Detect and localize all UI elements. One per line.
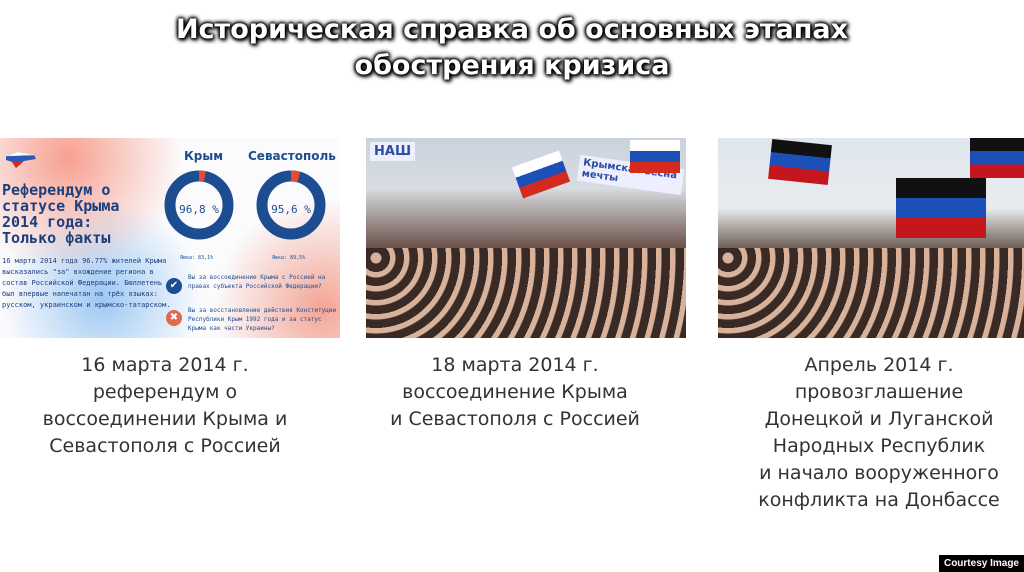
sevastopol-donut [256,170,326,240]
photo-crimea-celebration: НАШ Крымская весна мечты [366,138,686,338]
courtesy-label: Courtesy Image [938,555,1024,572]
question-yes: Вы за воссоединение Крыма с Россией на п… [188,274,326,290]
donut-remainder [164,170,234,240]
caption-donbass: Апрель 2014 г. провозглашение Донецкой и Л… [758,354,1000,511]
dpr-flag [768,138,832,186]
check-icon: ✔ [166,278,182,294]
cross-icon: ✖ [166,310,182,326]
sign-nash: НАШ [370,142,416,161]
crimea-value: 96,8 % [179,203,219,216]
slide-title: Историческая справка об основных этапах … [175,14,849,81]
crimea-label: Крым [184,149,224,163]
donut-remainder [256,170,326,240]
russian-flag [511,150,571,199]
infographic-heading: Референдум о статусе Крыма 2014 года: То… [2,181,120,247]
caption-reunification: 18 марта 2014 г. воссоединение Крыма и Сев… [390,354,640,430]
crimea-map-icon [5,151,36,168]
dpr-flag [896,178,986,238]
crowd [718,248,1024,338]
photo-donbass-rally [718,138,1024,338]
crowd [366,248,686,338]
sevastopol-label: Севастополь [248,149,336,163]
sevastopol-value: 95,6 % [271,203,311,216]
crimea-turnout: Явка: 83,1% [180,255,214,261]
russian-flag [630,140,680,173]
caption-referendum: 16 марта 2014 г. референдум о воссоединени… [42,354,288,457]
referendum-infographic: Референдум о статусе Крыма 2014 года: То… [0,138,340,338]
sevastopol-turnout: Явка: 89,5% [272,255,306,261]
question-no: Вы за восстановление действия Конституци… [188,307,337,332]
crimea-donut [164,170,234,240]
dpr-flag [970,138,1024,178]
infographic-text: 16 марта 2014 года 96.77% жителей Крыма … [2,257,171,309]
